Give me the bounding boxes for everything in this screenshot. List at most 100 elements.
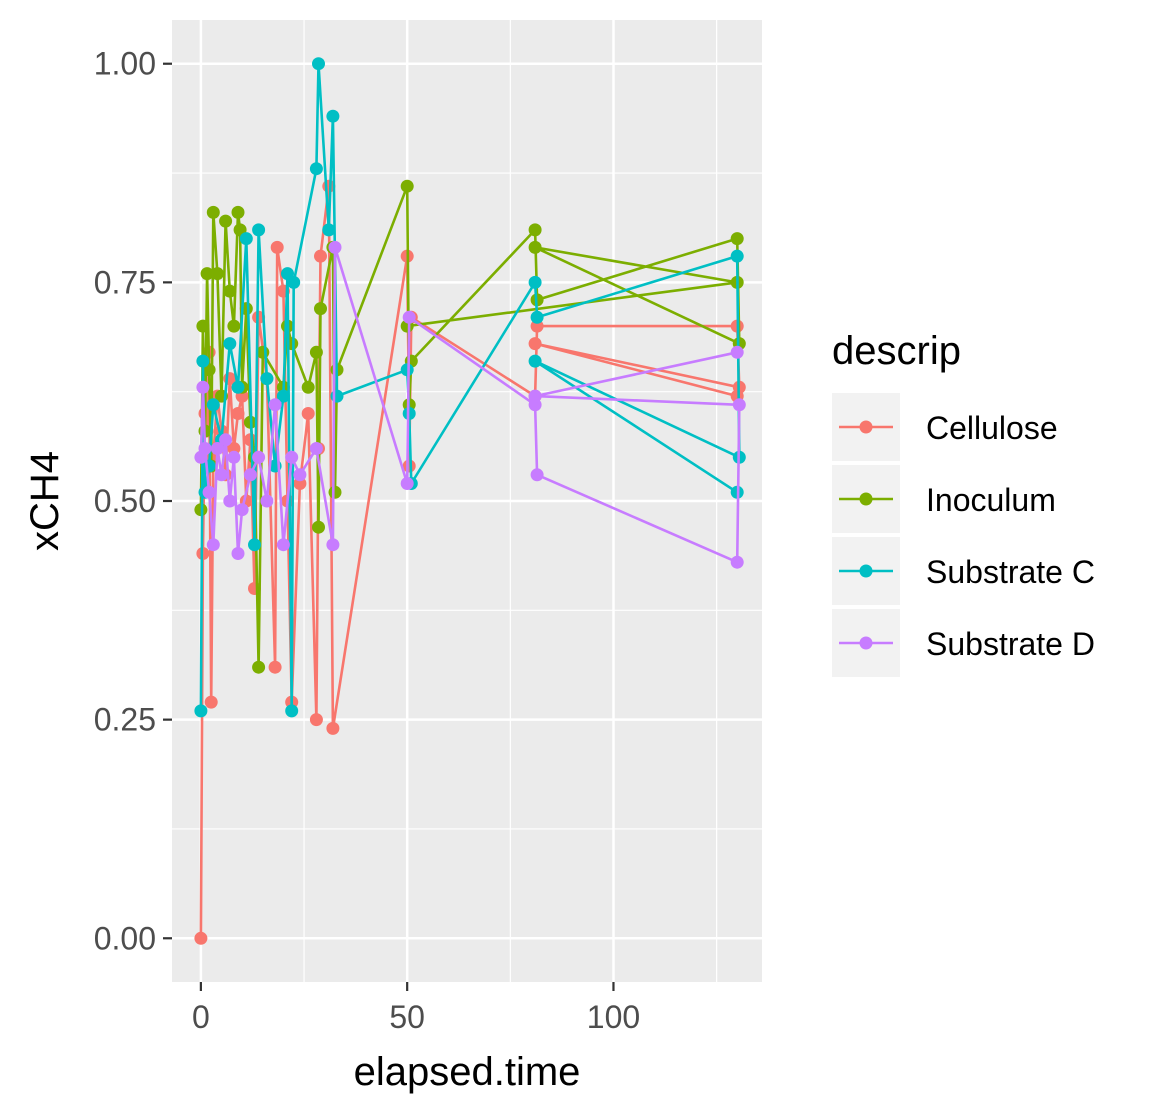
data-point-substrate-c: [285, 704, 299, 718]
series-line-inoculum: [199, 184, 741, 669]
data-point-substrate-c: [260, 372, 274, 386]
data-point-inoculum: [328, 485, 342, 499]
data-point-substrate-d: [730, 345, 744, 359]
data-point-substrate-c: [530, 310, 544, 324]
data-point-substrate-d: [227, 450, 241, 464]
series-layer: [194, 57, 746, 945]
data-point-substrate-d: [219, 433, 233, 447]
legend-label: Substrate D: [926, 626, 1095, 662]
data-point-substrate-d: [285, 450, 299, 464]
y-tick-label: 0.50: [94, 483, 156, 519]
legend-key-point: [859, 636, 873, 650]
data-point-substrate-c: [231, 380, 245, 394]
data-point-cellulose: [326, 721, 340, 735]
data-point-cellulose: [314, 249, 327, 263]
data-point-substrate-d: [530, 468, 544, 482]
data-point-substrate-c: [309, 162, 323, 176]
data-point-cellulose: [528, 337, 542, 351]
legend-title: descrip: [832, 329, 961, 373]
legend: descrip Cellulose Inoculum Substrate C Subs…: [832, 329, 1095, 677]
data-point-substrate-c: [194, 704, 208, 718]
series-substrate-d: [194, 240, 746, 569]
y-tick-label: 0.00: [94, 920, 156, 956]
legend-label: Substrate C: [926, 554, 1095, 590]
data-point-substrate-c: [312, 57, 325, 71]
x-axis-title: elapsed.time: [354, 1050, 581, 1094]
data-point-substrate-c: [239, 232, 253, 246]
data-point-inoculum: [223, 284, 237, 298]
data-point-inoculum: [196, 319, 210, 333]
data-point-inoculum: [219, 214, 233, 228]
data-point-inoculum: [206, 205, 220, 219]
legend-key-point: [859, 564, 873, 578]
x-tick-label: 100: [587, 999, 640, 1035]
data-point-inoculum: [200, 267, 214, 281]
legend-key-point: [859, 492, 873, 506]
data-point-inoculum: [301, 380, 315, 394]
data-point-inoculum: [210, 267, 224, 281]
data-point-substrate-d: [309, 442, 323, 455]
data-point-substrate-c: [528, 275, 542, 289]
data-point-cellulose: [309, 713, 323, 727]
data-point-substrate-c: [248, 538, 261, 552]
data-point-substrate-c: [326, 109, 340, 123]
legend-label: Inoculum: [926, 482, 1056, 518]
data-point-substrate-d: [231, 547, 245, 560]
y-tick-label: 1.00: [94, 46, 156, 82]
legend-item-cellulose: Cellulose: [832, 393, 1058, 461]
data-point-substrate-c: [322, 223, 336, 237]
x-tick-label: 50: [389, 999, 425, 1035]
data-point-substrate-d: [402, 310, 416, 324]
data-point-substrate-d: [328, 240, 342, 254]
data-point-cellulose: [204, 695, 218, 709]
data-point-substrate-d: [528, 389, 542, 403]
data-point-substrate-c: [223, 337, 237, 351]
data-point-cellulose: [231, 407, 245, 420]
legend-item-inoculum: Inoculum: [832, 465, 1056, 533]
series-line-substrate-d: [199, 246, 741, 564]
data-point-substrate-c: [287, 275, 301, 289]
data-point-substrate-d: [202, 485, 216, 499]
data-point-substrate-d: [400, 477, 414, 490]
x-tick-label: 0: [192, 999, 210, 1035]
y-tick-label: 0.25: [94, 702, 156, 738]
data-point-substrate-d: [235, 503, 249, 517]
data-point-substrate-d: [206, 538, 220, 552]
data-point-cellulose: [194, 931, 208, 945]
data-point-cellulose: [268, 660, 282, 674]
data-point-substrate-d: [223, 494, 237, 508]
data-point-substrate-c: [276, 389, 290, 403]
data-point-inoculum: [314, 302, 327, 316]
legend-item-substrate-d: Substrate D: [832, 609, 1095, 677]
data-point-substrate-c: [330, 389, 344, 403]
data-point-substrate-c: [252, 223, 266, 237]
data-point-substrate-c: [206, 398, 220, 412]
legend-label: Cellulose: [926, 410, 1058, 446]
data-point-inoculum: [312, 520, 325, 534]
data-point-inoculum: [252, 660, 266, 674]
data-point-substrate-d: [293, 468, 307, 482]
data-point-substrate-d: [326, 538, 340, 552]
legend-item-substrate-c: Substrate C: [832, 537, 1095, 605]
data-point-substrate-d: [260, 494, 274, 508]
data-point-substrate-d: [268, 398, 282, 412]
data-point-inoculum: [400, 179, 414, 193]
data-point-substrate-d: [252, 450, 266, 464]
data-point-substrate-d: [210, 442, 224, 455]
data-point-substrate-d: [215, 468, 228, 482]
data-point-inoculum: [528, 223, 542, 237]
data-point-cellulose: [402, 459, 416, 473]
data-point-substrate-c: [528, 354, 542, 368]
data-point-substrate-c: [400, 363, 414, 377]
data-point-cellulose: [270, 240, 284, 254]
data-point-inoculum: [730, 232, 744, 246]
legend-items: Cellulose Inoculum Substrate C Substrate D: [832, 393, 1095, 677]
legend-key-point: [859, 420, 873, 434]
data-point-inoculum: [528, 240, 542, 254]
data-point-substrate-c: [196, 354, 210, 368]
data-point-substrate-d: [243, 468, 257, 482]
data-point-substrate-d: [276, 538, 290, 552]
data-point-inoculum: [309, 345, 323, 359]
axis-layer: 0 50 100 0.00 0.25 0.50 0.75 1.00: [94, 46, 640, 1035]
